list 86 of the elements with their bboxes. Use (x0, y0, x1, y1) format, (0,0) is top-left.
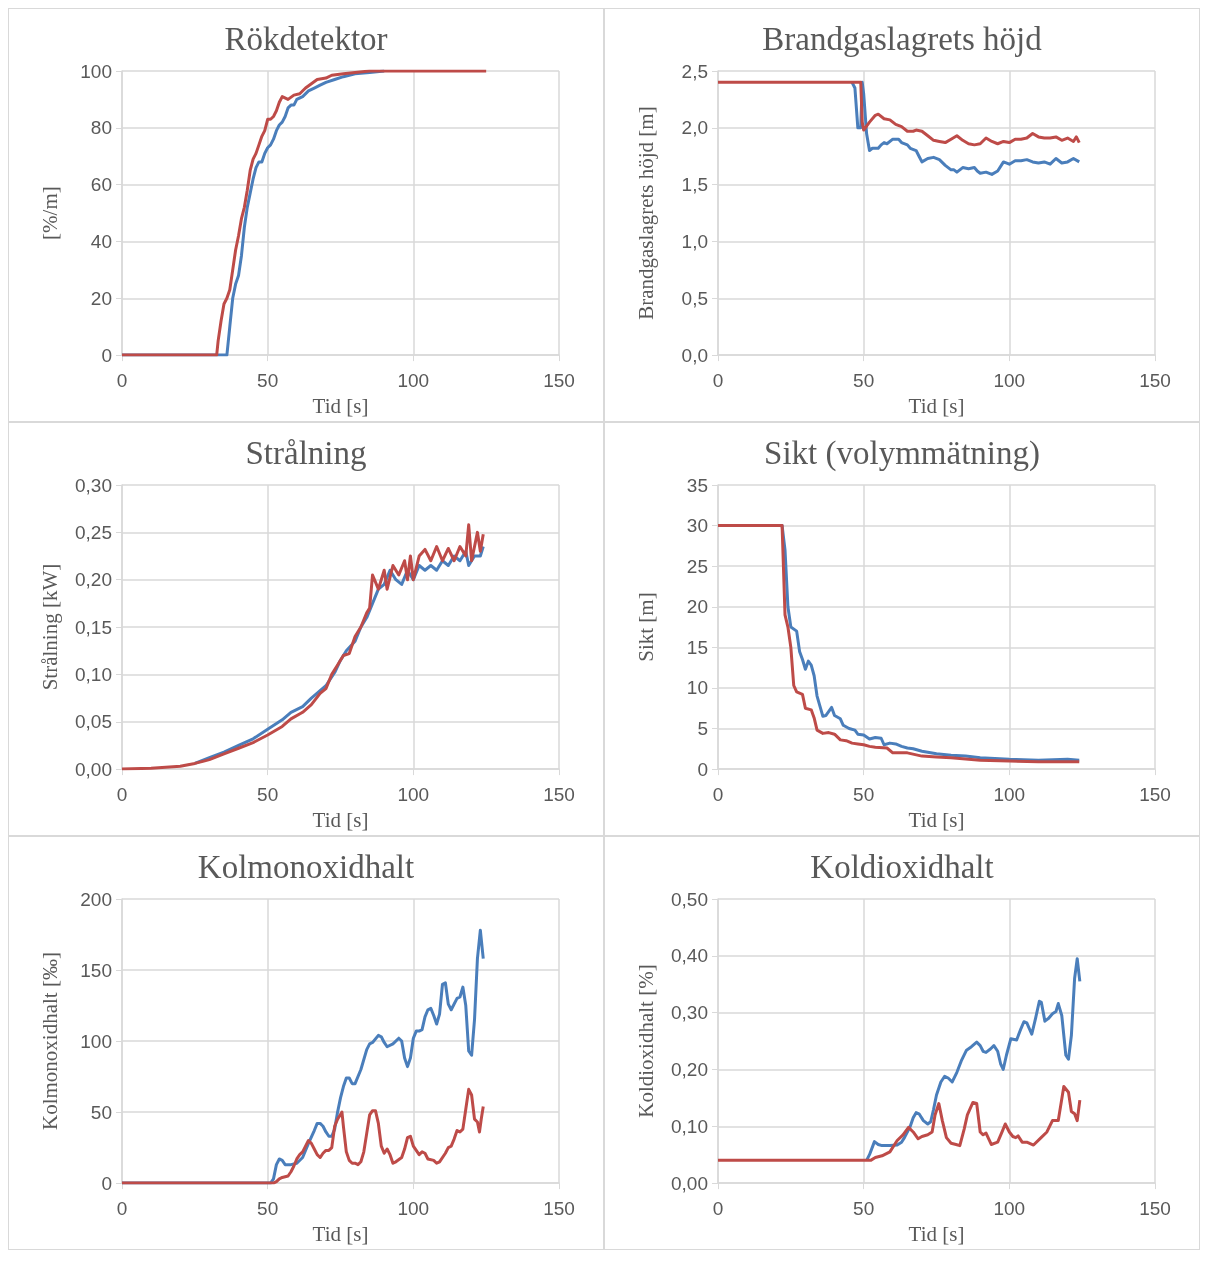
y-tick-label: 10 (686, 677, 708, 699)
y-tick-label: 60 (90, 174, 112, 196)
y-tick-label: 200 (80, 888, 112, 910)
y-axis-title: Brandgaslagrets höjd [m] (633, 106, 658, 320)
x-tick-label: 50 (257, 1198, 279, 1220)
y-tick-label: 0,00 (671, 1172, 708, 1194)
x-tick-label: 150 (543, 1198, 575, 1220)
y-tick-label: 80 (90, 117, 112, 139)
x-axis-title: Tid [s] (908, 1221, 965, 1246)
chart-title: Rökdetektor (224, 20, 388, 57)
y-axis-title: Koldioxidhalt [%] (633, 964, 658, 1118)
x-tick-label: 0 (712, 784, 724, 806)
chart-title: Sikt (volymmätning) (764, 434, 1040, 472)
x-tick-label: 0 (712, 1198, 724, 1220)
line-series (716, 1085, 1082, 1162)
chart-title: Strålning (245, 434, 367, 471)
y-axis-title: Strålning [kW] (37, 563, 62, 691)
y-tick-label: 50 (90, 1101, 112, 1123)
y-tick-label: 0,30 (75, 474, 112, 496)
y-tick-label: 0,20 (671, 1058, 708, 1080)
y-tick-label: 0,10 (75, 663, 112, 685)
x-axis-title: Tid [s] (312, 1221, 369, 1246)
y-tick-label: 100 (80, 60, 112, 82)
y-tick-label: 40 (90, 230, 112, 252)
x-tick-label: 50 (853, 784, 875, 806)
y-tick-label: 0,00 (75, 758, 112, 780)
x-tick-label: 0 (116, 1198, 128, 1220)
y-tick-label: 20 (686, 596, 708, 618)
x-tick-label: 50 (853, 1198, 875, 1220)
y-tick-label: 0,15 (75, 616, 112, 638)
y-tick-label: 0 (101, 1172, 112, 1194)
line-series (865, 957, 1082, 1162)
line-series (120, 1087, 485, 1185)
y-tick-label: 150 (80, 959, 112, 981)
y-tick-label: 5 (697, 718, 708, 740)
y-tick-label: 0 (697, 758, 708, 780)
y-tick-label: 20 (90, 287, 112, 309)
y-axis-title: [%/m] (37, 186, 62, 240)
x-tick-label: 50 (853, 370, 875, 392)
y-tick-label: 1,5 (681, 174, 708, 196)
y-tick-label: 30 (686, 515, 708, 537)
x-axis-title: Tid [s] (908, 807, 965, 832)
y-tick-label: 0,05 (75, 711, 112, 733)
x-axis-title: Tid [s] (908, 393, 965, 418)
y-tick-label: 100 (80, 1030, 112, 1052)
y-tick-label: 15 (686, 636, 708, 658)
x-axis-title: Tid [s] (312, 807, 369, 832)
y-tick-label: 25 (686, 555, 708, 577)
y-tick-label: 0,10 (671, 1115, 708, 1137)
x-tick-label: 0 (712, 370, 724, 392)
x-tick-label: 0 (116, 370, 128, 392)
y-tick-label: 0,5 (681, 287, 708, 309)
y-tick-label: 2,5 (681, 60, 708, 82)
y-tick-label: 35 (686, 474, 708, 496)
x-tick-label: 100 (397, 370, 430, 392)
y-tick-label: 0,25 (75, 521, 112, 543)
y-tick-label: 0,50 (671, 888, 708, 910)
x-tick-label: 50 (257, 784, 279, 806)
y-tick-label: 0,40 (671, 945, 708, 967)
y-tick-label: 0,20 (75, 569, 112, 591)
y-axis-title: Kolmonoxidhalt [‰] (37, 952, 62, 1130)
line-series (716, 80, 1081, 147)
x-tick-label: 100 (993, 784, 1026, 806)
y-tick-label: 0,0 (681, 344, 708, 366)
x-axis-title: Tid [s] (312, 393, 369, 418)
x-tick-label: 50 (257, 370, 279, 392)
x-tick-label: 150 (1139, 784, 1171, 806)
x-tick-label: 150 (1139, 1198, 1171, 1220)
y-tick-label: 2,0 (681, 117, 708, 139)
y-tick-label: 0 (101, 344, 112, 366)
x-tick-label: 100 (993, 1198, 1026, 1220)
x-tick-label: 150 (543, 784, 575, 806)
chart-title: Koldioxidhalt (810, 848, 994, 885)
x-tick-label: 100 (397, 784, 430, 806)
line-series (120, 523, 485, 771)
chart-title: Kolmonoxidhalt (197, 848, 415, 885)
y-tick-label: 1,0 (681, 230, 708, 252)
x-tick-label: 100 (397, 1198, 430, 1220)
x-tick-label: 150 (543, 370, 575, 392)
line-series (850, 80, 1081, 176)
chart-title: Brandgaslagrets höjd (762, 20, 1043, 57)
x-tick-label: 0 (116, 784, 128, 806)
x-tick-label: 150 (1139, 370, 1171, 392)
y-tick-label: 0,30 (671, 1002, 708, 1024)
x-tick-label: 100 (993, 370, 1026, 392)
y-axis-title: Sikt [m] (633, 592, 658, 662)
